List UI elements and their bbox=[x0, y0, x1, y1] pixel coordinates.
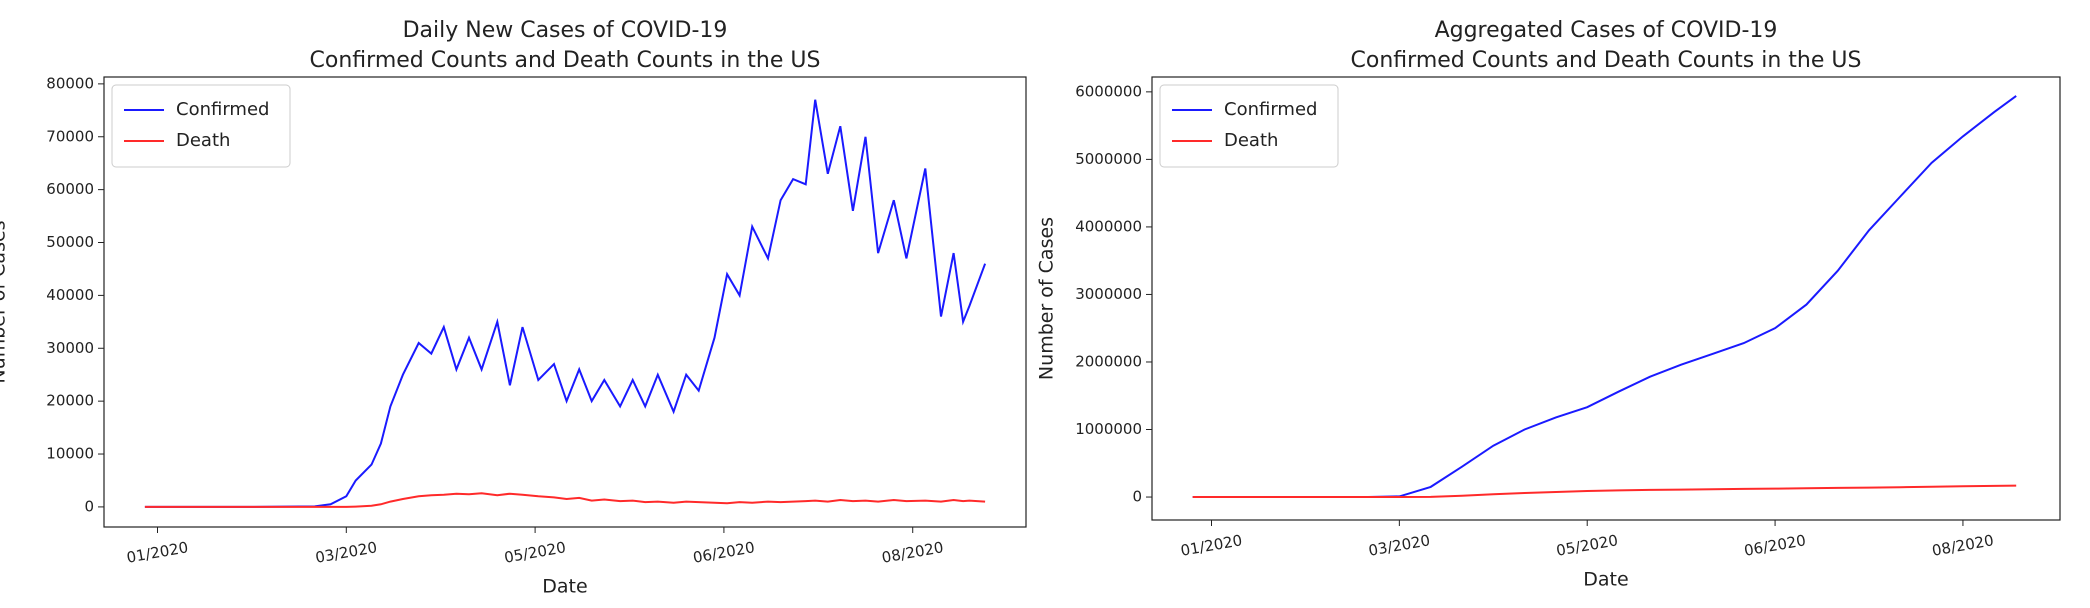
y-tick-label: 1000000 bbox=[1075, 420, 1142, 438]
x-tick-label: 06/2020 bbox=[1743, 531, 1808, 560]
x-tick-label: 03/2020 bbox=[314, 538, 379, 567]
x-tick-label: 08/2020 bbox=[1931, 531, 1996, 560]
plot-frame bbox=[103, 76, 1027, 528]
y-tick-label: 3000000 bbox=[1075, 285, 1142, 303]
y-tick-label: 4000000 bbox=[1075, 217, 1142, 235]
y-tick-label: 0 bbox=[1132, 488, 1142, 506]
chart-title: Aggregated Cases of COVID-19 bbox=[1435, 18, 1778, 43]
y-tick-label: 60000 bbox=[46, 180, 94, 198]
legend-label: Death bbox=[1224, 130, 1278, 151]
y-axis-label: Number of Cases bbox=[1036, 217, 1058, 380]
x-tick-label: 05/2020 bbox=[503, 538, 568, 567]
y-tick-label: 50000 bbox=[46, 233, 94, 251]
y-tick-label: 10000 bbox=[46, 445, 94, 463]
x-tick-label: 06/2020 bbox=[692, 538, 757, 567]
x-tick-label: 01/2020 bbox=[125, 538, 190, 567]
data-line bbox=[1192, 95, 2017, 498]
chart-title: Daily New Cases of COVID-19 bbox=[403, 18, 728, 43]
y-tick-label: 80000 bbox=[46, 74, 94, 92]
x-axis-label: Date bbox=[542, 576, 587, 598]
data-line bbox=[1192, 484, 2017, 498]
legend-label: Confirmed bbox=[1224, 99, 1317, 120]
y-tick-label: 20000 bbox=[46, 392, 94, 410]
data-line bbox=[144, 99, 987, 508]
y-axis-label: Number of Cases bbox=[0, 220, 10, 383]
y-tick-label: 2000000 bbox=[1075, 352, 1142, 370]
x-tick-label: 08/2020 bbox=[880, 538, 945, 567]
legend-box bbox=[111, 84, 291, 168]
y-tick-label: 40000 bbox=[46, 286, 94, 304]
x-tick-label: 03/2020 bbox=[1367, 531, 1432, 560]
x-tick-label: 05/2020 bbox=[1555, 531, 1620, 560]
x-tick-label: 01/2020 bbox=[1179, 531, 1244, 560]
legend-box bbox=[1159, 84, 1339, 168]
legend-label: Death bbox=[176, 130, 230, 151]
plot-frame bbox=[1151, 76, 2061, 521]
chart-subtitle: Confirmed Counts and Death Counts in the… bbox=[1351, 48, 1862, 73]
chart-subtitle: Confirmed Counts and Death Counts in the… bbox=[310, 48, 821, 73]
y-tick-label: 0 bbox=[84, 497, 94, 515]
legend-label: Confirmed bbox=[176, 99, 269, 120]
y-tick-label: 5000000 bbox=[1075, 150, 1142, 168]
y-tick-label: 6000000 bbox=[1075, 82, 1142, 100]
x-axis-label: Date bbox=[1583, 569, 1628, 591]
data-line bbox=[144, 492, 986, 508]
y-tick-label: 30000 bbox=[46, 339, 94, 357]
y-tick-label: 70000 bbox=[46, 127, 94, 145]
